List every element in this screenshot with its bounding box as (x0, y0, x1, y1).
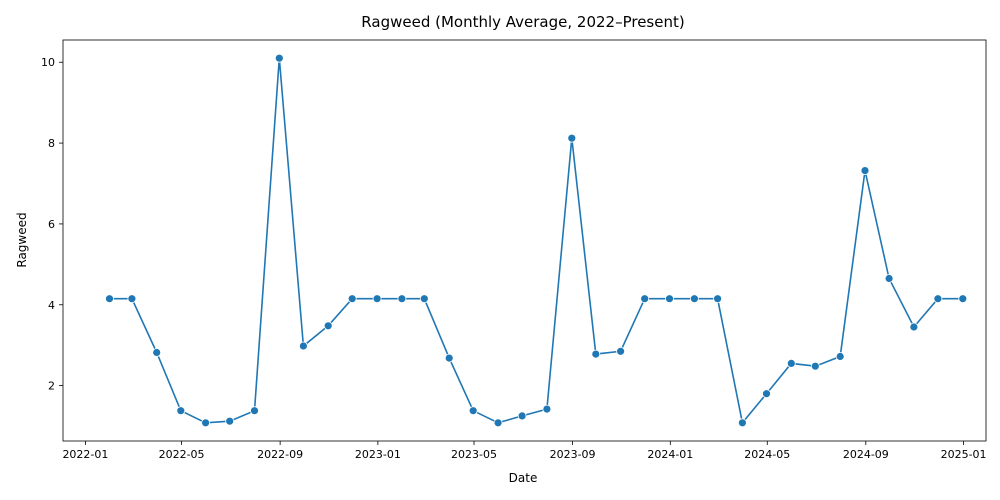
x-tick-label: 2024-01 (647, 448, 693, 461)
y-tick-label: 4 (48, 299, 55, 312)
data-point (958, 294, 968, 304)
x-tick-label: 2024-05 (744, 448, 790, 461)
data-point (591, 349, 601, 359)
data-point (419, 294, 429, 304)
x-tick-label: 2022-05 (159, 448, 205, 461)
data-point (347, 294, 357, 304)
data-point (909, 322, 919, 332)
y-tick-label: 2 (48, 380, 55, 393)
data-point (517, 411, 527, 421)
data-point (762, 389, 771, 399)
data-point (298, 341, 308, 351)
data-point (835, 352, 845, 361)
data-point (274, 53, 284, 63)
data-point (640, 294, 650, 304)
data-point (542, 404, 552, 414)
x-tick-label: 2025-01 (941, 448, 987, 461)
x-tick-label: 2023-09 (550, 448, 596, 461)
data-point (493, 418, 503, 428)
data-points (105, 53, 968, 428)
x-axis-label: Date (509, 471, 538, 485)
y-tick-label: 10 (41, 56, 55, 69)
x-tick-label: 2023-01 (355, 448, 401, 461)
data-point (713, 294, 722, 304)
data-point (176, 406, 186, 416)
chart-title: Ragweed (Monthly Average, 2022–Present) (361, 13, 684, 31)
y-tick-label: 8 (48, 137, 55, 150)
x-tick-label: 2022-09 (257, 448, 303, 461)
data-point (250, 406, 259, 416)
data-point (690, 294, 699, 304)
data-point (127, 294, 137, 304)
data-point (810, 361, 820, 371)
data-point (884, 274, 894, 283)
data-point (567, 133, 577, 143)
data-point (665, 294, 674, 304)
data-point (616, 346, 625, 356)
x-tick-label: 2024-09 (843, 448, 889, 461)
data-point (397, 294, 407, 304)
x-tick-label: 2022-01 (62, 448, 108, 461)
data-point (105, 294, 114, 304)
plot-frame (62, 39, 987, 442)
x-axis: 2022-01 2022-05 2022-09 2023-01 2023-05 2023-… (62, 441, 987, 461)
x-tick-label: 2023-05 (451, 448, 497, 461)
series-line (109, 58, 963, 425)
y-axis: 2 4 6 8 10 (41, 56, 63, 393)
y-tick-label: 6 (48, 218, 55, 231)
data-point (323, 321, 333, 331)
data-point (372, 294, 382, 304)
data-point (738, 418, 747, 428)
data-point (933, 294, 943, 304)
y-axis-label: Ragweed (15, 212, 29, 267)
data-point (468, 406, 478, 416)
data-point (860, 166, 870, 176)
data-point (201, 418, 211, 428)
data-point (444, 353, 454, 363)
data-point (225, 416, 235, 426)
data-point (786, 358, 796, 368)
data-point (152, 348, 162, 357)
plot-area: 2022-01 2022-05 2022-09 2023-01 2023-05 2023-… (41, 39, 987, 461)
